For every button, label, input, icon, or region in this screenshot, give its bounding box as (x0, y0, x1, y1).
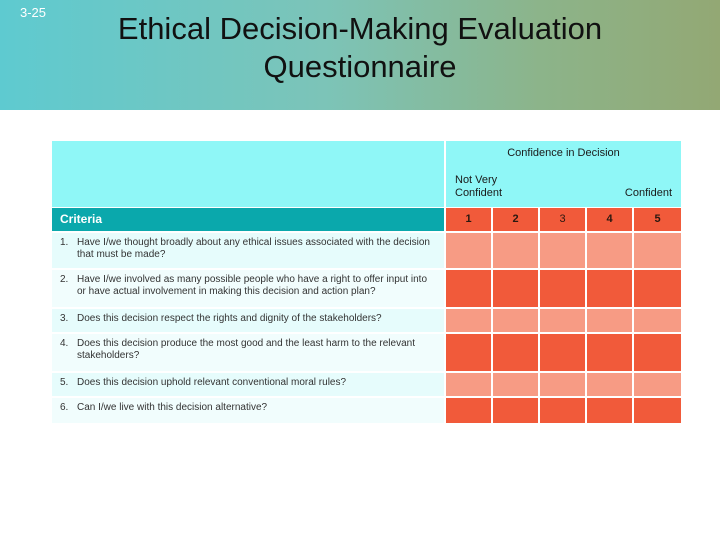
criteria-row: 1. Have I/we thought broadly about any et… (52, 233, 444, 268)
criteria-row: 2. Have I/we involved as many possible pe… (52, 270, 444, 307)
criteria-number: 3. (60, 313, 69, 324)
criteria-number: 2. (60, 274, 69, 285)
rating-cell[interactable] (587, 398, 632, 423)
rating-cell[interactable] (493, 334, 538, 371)
title-line-2: Questionnaire (263, 49, 457, 84)
rating-cell[interactable] (634, 373, 681, 396)
slide-header: 3-25 Ethical Decision-Making Evaluation … (0, 0, 720, 110)
rating-cell[interactable] (587, 233, 632, 268)
rating-cell[interactable] (634, 233, 681, 268)
table-header-blank (52, 141, 444, 207)
criteria-number: 4. (60, 338, 69, 349)
rating-cell[interactable] (587, 309, 632, 332)
rating-cell[interactable] (493, 309, 538, 332)
scale-header-4: 4 (587, 208, 632, 231)
rating-cell[interactable] (540, 233, 585, 268)
confident-label: Confident (624, 187, 672, 199)
criteria-row: 4. Does this decision produce the most go… (52, 334, 444, 371)
criteria-text: 5. Does this decision uphold relevant con… (60, 377, 438, 389)
scale-header-2: 2 (493, 208, 538, 231)
criteria-text: 2. Have I/we involved as many possible pe… (60, 274, 438, 298)
rating-cell[interactable] (587, 334, 632, 371)
rating-cell[interactable] (634, 270, 681, 307)
scale-label-5: 5 (654, 213, 661, 225)
title-line-1: Ethical Decision-Making Evaluation (117, 11, 603, 46)
rating-cell[interactable] (493, 233, 538, 268)
criteria-question: Have I/we thought broadly about any ethi… (77, 237, 430, 260)
rating-cell[interactable] (446, 334, 491, 371)
criteria-heading: Criteria (60, 212, 103, 226)
rating-cell[interactable] (587, 373, 632, 396)
rating-cell[interactable] (540, 309, 585, 332)
scale-header-1: 1 (446, 208, 491, 231)
criteria-number: 1. (60, 237, 69, 248)
scale-label-1: 1 (465, 213, 472, 225)
rating-cell[interactable] (540, 398, 585, 423)
scale-header-5: 5 (634, 208, 681, 231)
rating-cell[interactable] (540, 270, 585, 307)
rating-cell[interactable] (493, 373, 538, 396)
criteria-number: 6. (60, 402, 69, 413)
criteria-header: Criteria (52, 208, 444, 231)
rating-cell[interactable] (634, 398, 681, 423)
rating-cell[interactable] (446, 398, 491, 423)
rating-cell[interactable] (446, 233, 491, 268)
criteria-question: Can I/we live with this decision alterna… (77, 402, 268, 413)
criteria-question: Does this decision produce the most good… (77, 338, 415, 361)
criteria-row: 5. Does this decision uphold relevant con… (52, 373, 444, 396)
confident-low-text: Confident (455, 187, 503, 199)
questionnaire-table: Confidence in Decision Not Very Confiden… (52, 141, 681, 423)
criteria-number: 5. (60, 377, 69, 388)
rating-cell[interactable] (540, 334, 585, 371)
not-very-text: Not Very (455, 174, 498, 186)
criteria-text: 1. Have I/we thought broadly about any et… (60, 237, 438, 261)
confidence-heading: Confidence in Decision (507, 147, 620, 159)
rating-cell[interactable] (446, 373, 491, 396)
criteria-row: 3. Does this decision respect the rights … (52, 309, 444, 332)
slide-title: Ethical Decision-Making Evaluation Quest… (70, 10, 650, 86)
confidence-header: Confidence in Decision Not Very Confiden… (446, 141, 681, 207)
criteria-row: 6. Can I/we live with this decision alter… (52, 398, 444, 423)
rating-cell[interactable] (493, 270, 538, 307)
criteria-text: 6. Can I/we live with this decision alter… (60, 402, 438, 414)
scale-label-2: 2 (512, 213, 519, 225)
slide-number: 3-25 (20, 5, 47, 20)
scale-label-4: 4 (606, 213, 613, 225)
not-very-confident-label: Not Very Confident (455, 174, 502, 200)
scale-header-3: 3 (540, 208, 585, 231)
criteria-question: Does this decision uphold relevant conve… (77, 377, 347, 388)
rating-cell[interactable] (587, 270, 632, 307)
scale-label-3: 3 (559, 213, 566, 225)
criteria-text: 4. Does this decision produce the most go… (60, 338, 438, 362)
rating-cell[interactable] (446, 309, 491, 332)
rating-cell[interactable] (493, 398, 538, 423)
criteria-question: Have I/we involved as many possible peop… (77, 274, 428, 297)
rating-cell[interactable] (634, 309, 681, 332)
rating-cell[interactable] (540, 373, 585, 396)
criteria-question: Does this decision respect the rights an… (77, 313, 382, 324)
criteria-text: 3. Does this decision respect the rights … (60, 313, 438, 325)
rating-cell[interactable] (634, 334, 681, 371)
rating-cell[interactable] (446, 270, 491, 307)
